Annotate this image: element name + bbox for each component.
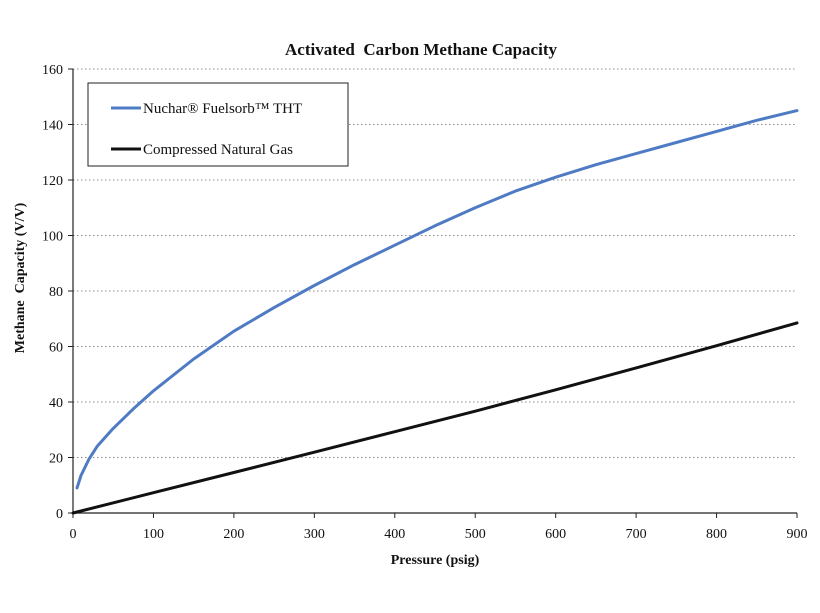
y-tick-label-140: 140	[42, 119, 63, 134]
y-tick-label-60: 60	[49, 341, 63, 356]
y-axis-label: Methane Capacity (V/V)	[13, 202, 28, 353]
chart-title: Activated Carbon Methane Capacity	[285, 40, 557, 59]
y-tick-label-100: 100	[42, 230, 63, 245]
x-tick-label-900: 900	[787, 527, 808, 542]
x-tick-label-500: 500	[465, 527, 486, 542]
x-axis-label: Pressure (psig)	[391, 553, 480, 568]
series-line-1	[71, 321, 799, 515]
x-tick-label-600: 600	[545, 527, 566, 542]
x-tick-label-200: 200	[223, 527, 244, 542]
y-tick-label-160: 160	[42, 63, 63, 78]
y-tick-label-80: 80	[49, 285, 63, 300]
legend-label-cng: Compressed Natural Gas	[143, 142, 293, 158]
legend-label-fuelsorb: Nuchar® Fuelsorb™ THT	[143, 101, 302, 117]
series-line-0	[75, 109, 799, 490]
x-tick-label-800: 800	[706, 527, 727, 542]
x-tick-label-100: 100	[143, 527, 164, 542]
x-tick-label-400: 400	[384, 527, 405, 542]
y-tick-label-0: 0	[56, 507, 63, 522]
x-tick-label-300: 300	[304, 527, 325, 542]
legend-box	[87, 82, 349, 167]
y-tick-label-120: 120	[42, 174, 63, 189]
x-tick-label-0: 0	[70, 527, 77, 542]
series-lines	[71, 109, 799, 515]
tick-labels: 0 20 40 60 80 100 120 140 160 0 100 200 300 400 500 600…	[42, 63, 808, 542]
x-tick-label-700: 700	[626, 527, 647, 542]
axes	[68, 68, 798, 518]
legend: Nuchar® Fuelsorb™ THT Compressed Natural…	[87, 82, 349, 167]
y-tick-label-40: 40	[49, 396, 63, 411]
y-tick-label-20: 20	[49, 452, 63, 467]
